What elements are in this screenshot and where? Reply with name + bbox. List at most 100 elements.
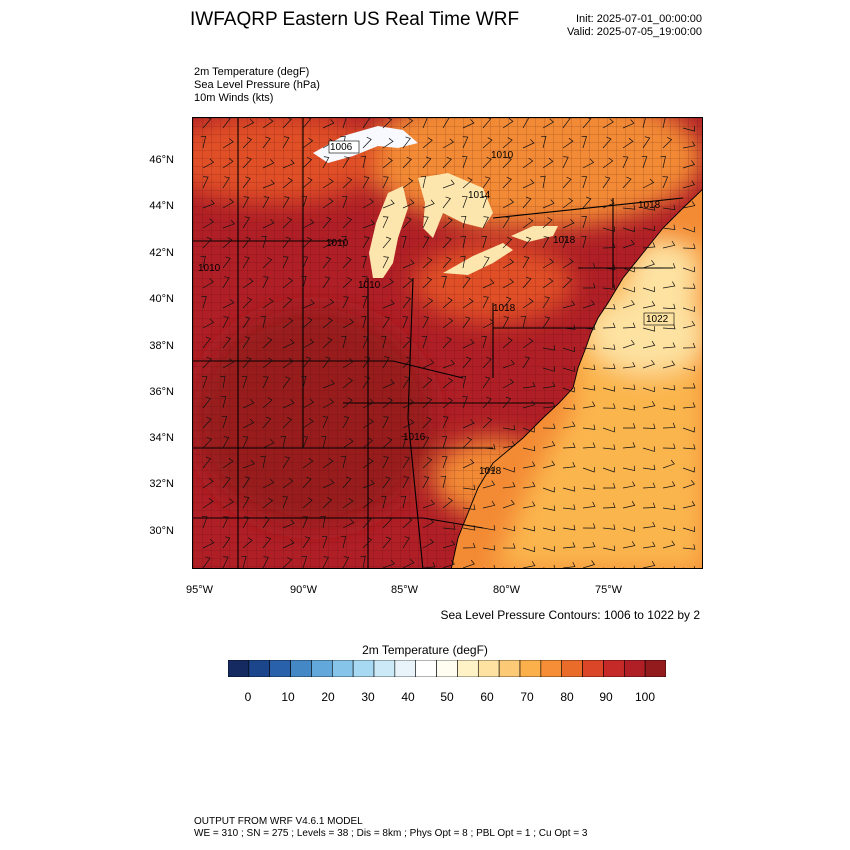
wind-barb <box>482 256 490 269</box>
contour-note: Sea Level Pressure Contours: 1006 to 102… <box>440 608 701 622</box>
wind-barb <box>442 540 456 549</box>
wind-barb <box>280 435 286 449</box>
colorbar-label: 90 <box>599 690 613 704</box>
wind-barb <box>642 205 656 211</box>
wind-barb <box>382 536 392 549</box>
wind-barb <box>542 316 551 329</box>
wind-barb <box>402 118 414 129</box>
wind-barb <box>222 336 231 349</box>
wind-barb <box>602 226 615 232</box>
wind-barb <box>522 139 535 149</box>
wind-barb <box>562 504 576 510</box>
wind-barb <box>322 479 335 489</box>
wind-barb <box>482 356 492 369</box>
wind-barb <box>362 276 368 289</box>
wind-barb <box>482 118 492 129</box>
wind-barb <box>502 525 516 532</box>
wind-barb <box>442 359 455 369</box>
wind-barb <box>422 436 430 449</box>
wind-barb <box>662 443 676 449</box>
wind-barb <box>542 486 555 493</box>
wind-barb <box>542 441 556 449</box>
wind-barb <box>262 536 272 549</box>
colorbar-swatch <box>373 660 396 677</box>
wind-barb <box>382 476 391 489</box>
wind-barb <box>682 141 696 149</box>
wind-barb <box>342 277 353 289</box>
wind-barb <box>642 482 656 489</box>
wind-barb <box>602 466 615 473</box>
wind-barb <box>562 346 575 353</box>
wind-barb <box>282 217 293 229</box>
wind-barb <box>462 396 468 409</box>
wind-barb <box>581 176 588 189</box>
wind-barb <box>282 256 289 269</box>
wind-barb <box>642 359 655 369</box>
wind-barb <box>322 119 335 129</box>
wind-barb <box>562 462 576 469</box>
wind-barb <box>562 118 571 129</box>
wind-barb <box>542 199 555 209</box>
wind-barb <box>382 157 393 169</box>
colorbar-swatch <box>311 660 333 677</box>
wind-barb <box>242 496 250 509</box>
wind-barb <box>342 476 352 489</box>
wind-barb <box>683 566 695 568</box>
pressure-label: 1010 <box>358 280 381 291</box>
pressure-labels: 1006 1010 1014 1018 1010 1010 1010 1018 … <box>198 140 675 477</box>
pressure-label: 1018 <box>553 235 576 246</box>
wind-barb <box>422 297 434 309</box>
wind-barb <box>662 303 676 310</box>
wind-barb <box>460 375 467 389</box>
wind-barb <box>261 236 267 249</box>
wind-barb <box>282 496 289 509</box>
wind-barb <box>482 216 489 229</box>
wind-barb <box>542 236 550 249</box>
wind-barb <box>302 457 314 469</box>
wind-barb <box>502 176 512 189</box>
wind-barb <box>302 497 313 509</box>
wind-barb <box>382 176 389 189</box>
wind-barb <box>642 423 656 429</box>
wind-barb <box>542 381 556 389</box>
wind-barb <box>562 197 574 209</box>
colorbar-swatch <box>540 660 563 677</box>
wind-barb <box>402 216 412 229</box>
wind-barb <box>342 377 353 389</box>
wind-barb <box>302 256 309 269</box>
wind-barb <box>662 324 676 330</box>
colorbar-label: 80 <box>560 690 574 704</box>
wind-barb <box>262 179 275 189</box>
wind-barb <box>542 158 554 169</box>
wind-barb <box>222 556 229 568</box>
wind-barb <box>422 358 435 369</box>
wind-barb <box>622 156 629 169</box>
wind-barb <box>502 236 513 249</box>
wind-barb <box>301 556 308 568</box>
wind-barb <box>322 457 334 469</box>
coastline <box>450 189 702 568</box>
wind-barb <box>682 479 695 489</box>
wind-barb <box>522 461 536 469</box>
wind-barb <box>622 541 636 549</box>
wind-barb <box>282 277 293 289</box>
wind-barb <box>461 156 468 169</box>
wind-barb <box>602 344 616 350</box>
wind-barb <box>282 519 295 529</box>
wind-barb <box>622 176 632 189</box>
wind-barb <box>662 481 676 489</box>
wind-barb <box>622 526 635 532</box>
wind-barb <box>262 397 273 409</box>
wind-barb <box>642 286 655 293</box>
wind-barb <box>382 437 393 449</box>
colorbar-swatch <box>498 660 521 677</box>
wind-barb <box>282 456 291 469</box>
wind-barb <box>421 336 428 349</box>
valid-time: Valid: 2025-07-05_19:00:00 <box>567 26 702 38</box>
wind-barb <box>662 176 669 189</box>
wind-barb <box>603 566 615 568</box>
lake-huron <box>418 173 493 238</box>
wind-barb <box>242 459 255 469</box>
wind-barb <box>522 427 535 433</box>
wind-barb <box>502 441 516 449</box>
